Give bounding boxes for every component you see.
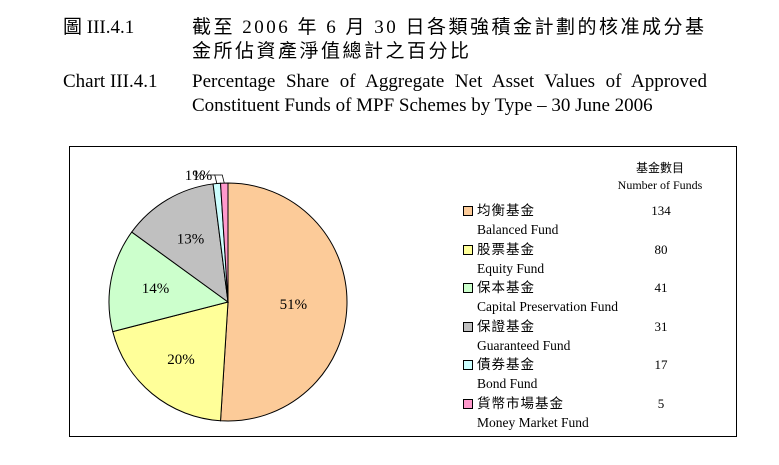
legend-swatch xyxy=(463,244,473,255)
chart-number-zh: 圖 III.4.1 xyxy=(63,17,135,38)
legend-swatch xyxy=(463,283,473,294)
legend-label-zh: 債券基金 xyxy=(477,357,535,373)
pie-slice-guaranteed-fund xyxy=(131,183,229,304)
legend-heading-en: Number of Funds xyxy=(617,178,703,192)
pie-data-label: 20% xyxy=(167,352,195,368)
pie-slice-balanced-fund xyxy=(219,182,348,422)
legend-label-zh: 保本基金 xyxy=(477,280,535,296)
legend-fund-count: 41 xyxy=(654,280,668,296)
pie-slice-capital-preservation-fund xyxy=(108,231,230,333)
legend-label-zh: 均衡基金 xyxy=(477,203,535,218)
legend-item: 貨幣市場基金 Money Market Fund 5 xyxy=(463,396,779,434)
legend-label-zh: 股票基金 xyxy=(477,241,535,257)
legend-swatch xyxy=(463,206,473,216)
legend-item: 債券基金 Bond Fund 17 xyxy=(463,357,779,395)
legend-item: 均衡基金 Balanced Fund 134 xyxy=(463,203,779,241)
legend-item: 保本基金 Capital Preservation Fund 41 xyxy=(463,280,779,318)
pie-data-label: 51% xyxy=(280,297,308,313)
legend-fund-count: 134 xyxy=(651,203,671,218)
chart-title-en: Percentage Share of Aggregate Net Asset … xyxy=(192,71,707,116)
legend-item: 保證基金 Guaranteed Fund 31 xyxy=(463,319,779,357)
leader-line xyxy=(214,174,225,184)
pie-data-label: 1% xyxy=(185,168,205,184)
pie-chart: 51% 20% 14% 13% 1%1% xyxy=(108,168,348,422)
legend-heading-zh: 基金數目 xyxy=(635,161,684,175)
legend-swatch xyxy=(463,399,473,409)
chart-number-en: Chart III.4.1 xyxy=(63,71,158,92)
legend-fund-count: 17 xyxy=(654,357,668,373)
legend-fund-count: 5 xyxy=(657,396,665,411)
legend-label-en: Capital Preservation Fund xyxy=(477,299,618,315)
legend-label-en: Money Market Fund xyxy=(477,415,589,430)
chart-frame: 51% 20% 14% 13% 1% 1% 基金數目 Number of Funds 均衡… xyxy=(69,146,737,437)
legend-label-en: Guaranteed Fund xyxy=(477,337,571,353)
legend-fund-count: 80 xyxy=(654,241,668,257)
legend-label-zh: 貨幣市場基金 xyxy=(477,396,564,411)
legend-label-en: Equity Fund xyxy=(477,260,545,276)
legend-swatch xyxy=(463,321,473,332)
pie-slice-equity-fund xyxy=(112,301,229,422)
legend-label-en: Bond Fund xyxy=(477,376,538,392)
pie-data-label: 13% xyxy=(177,231,205,247)
pie-data-label: 14% xyxy=(142,281,170,297)
legend-swatch xyxy=(463,360,473,371)
pie-slice-money-market-fund xyxy=(219,182,229,303)
legend-item: 股票基金 Equity Fund 80 xyxy=(463,242,779,280)
legend-label-en: Balanced Fund xyxy=(477,222,559,237)
legend-label-zh: 保證基金 xyxy=(477,318,535,334)
chart-title-zh: 截至 2006 年 6 月 30 日各類強積金計劃的核准成分基金所佔資產淨值總計… xyxy=(192,17,707,62)
legend-fund-count: 31 xyxy=(654,318,668,334)
pie-data-label: 1% xyxy=(192,168,212,184)
